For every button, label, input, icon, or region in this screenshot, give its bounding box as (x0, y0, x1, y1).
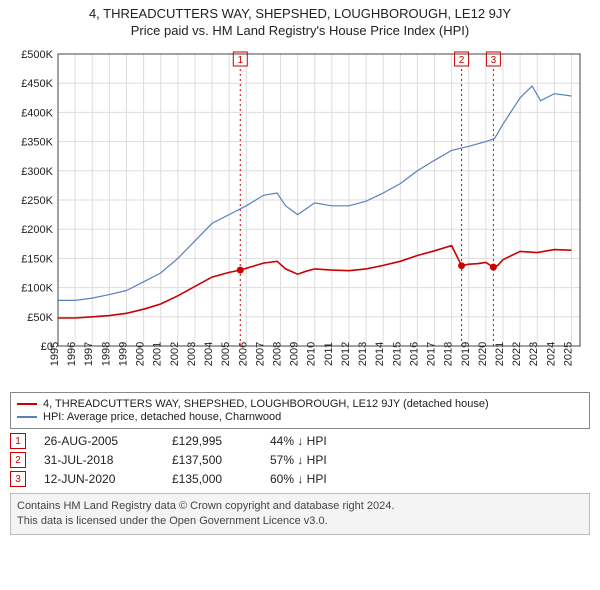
footer-line1: Contains HM Land Registry data © Crown c… (17, 499, 583, 514)
transaction-marker: 2 (10, 452, 26, 468)
x-tick-label: 2001 (152, 342, 164, 366)
x-tick-label: 1995 (49, 342, 61, 366)
transaction-hpi-delta: 44% ↓ HPI (270, 434, 390, 448)
x-tick-label: 2003 (186, 342, 198, 366)
x-tick-label: 2013 (357, 342, 369, 366)
transaction-marker: 1 (10, 433, 26, 449)
x-tick-label: 2023 (528, 342, 540, 366)
transaction-row: 2 31-JUL-2018 £137,500 57% ↓ HPI (10, 452, 590, 468)
transaction-price: £129,995 (172, 434, 252, 448)
x-tick-label: 2022 (511, 342, 523, 366)
x-tick-label: 2025 (562, 342, 574, 366)
y-tick-label: £100K (21, 283, 53, 295)
legend-label: HPI: Average price, detached house, Char… (43, 411, 281, 423)
x-tick-label: 1999 (117, 342, 129, 366)
y-tick-label: £500K (21, 49, 53, 61)
transaction-hpi-delta: 60% ↓ HPI (270, 472, 390, 486)
y-tick-label: £250K (21, 195, 53, 207)
y-tick-label: £200K (21, 224, 53, 236)
x-tick-label: 1998 (100, 342, 112, 366)
x-tick-label: 2009 (289, 342, 301, 366)
transaction-price: £135,000 (172, 472, 252, 486)
transaction-table: 1 26-AUG-2005 £129,995 44% ↓ HPI 2 31-JUL-201… (10, 433, 590, 487)
attribution-footer: Contains HM Land Registry data © Crown c… (10, 493, 590, 535)
x-tick-label: 2007 (254, 342, 266, 366)
x-tick-label: 2005 (220, 342, 232, 366)
y-tick-label: £350K (21, 137, 53, 149)
transaction-row: 3 12-JUN-2020 £135,000 60% ↓ HPI (10, 471, 590, 487)
x-tick-label: 2008 (271, 342, 283, 366)
title-block: 4, THREADCUTTERS WAY, SHEPSHED, LOUGHBOR… (0, 0, 600, 40)
title-address: 4, THREADCUTTERS WAY, SHEPSHED, LOUGHBOR… (10, 6, 590, 21)
x-tick-label: 2015 (391, 342, 403, 366)
x-tick-label: 2004 (203, 342, 215, 366)
x-tick-label: 2014 (374, 342, 386, 366)
legend-row: 4, THREADCUTTERS WAY, SHEPSHED, LOUGHBOR… (17, 398, 583, 410)
y-tick-label: £150K (21, 253, 53, 265)
transaction-row: 1 26-AUG-2005 £129,995 44% ↓ HPI (10, 433, 590, 449)
y-tick-label: £450K (21, 78, 53, 90)
sale-marker-num: 3 (491, 55, 497, 66)
x-tick-label: 2012 (340, 342, 352, 366)
y-tick-label: £300K (21, 166, 53, 178)
transaction-date: 26-AUG-2005 (44, 434, 154, 448)
transaction-price: £137,500 (172, 453, 252, 467)
x-tick-label: 2017 (426, 342, 438, 366)
legend-row: HPI: Average price, detached house, Char… (17, 411, 583, 423)
y-tick-label: £50K (27, 312, 53, 324)
x-tick-label: 2021 (494, 342, 506, 366)
transaction-date: 12-JUN-2020 (44, 472, 154, 486)
x-tick-label: 2000 (135, 342, 147, 366)
x-tick-label: 1997 (83, 342, 95, 366)
transaction-hpi-delta: 57% ↓ HPI (270, 453, 390, 467)
legend-swatch (17, 416, 37, 418)
x-tick-label: 2006 (237, 342, 249, 366)
x-tick-label: 1996 (66, 342, 78, 366)
legend-swatch (17, 403, 37, 405)
x-tick-label: 2002 (169, 342, 181, 366)
y-tick-label: £400K (21, 107, 53, 119)
footer-line2: This data is licensed under the Open Gov… (17, 514, 583, 529)
sale-marker-num: 1 (237, 55, 243, 66)
x-tick-label: 2024 (545, 342, 557, 366)
legend-label: 4, THREADCUTTERS WAY, SHEPSHED, LOUGHBOR… (43, 398, 489, 410)
x-tick-label: 2020 (477, 342, 489, 366)
transaction-marker: 3 (10, 471, 26, 487)
x-tick-label: 2018 (443, 342, 455, 366)
x-tick-label: 2016 (408, 342, 420, 366)
price-chart: £0£50K£100K£150K£200K£250K£300K£350K£400… (10, 46, 590, 386)
title-subtitle: Price paid vs. HM Land Registry's House … (10, 23, 590, 38)
sale-marker-num: 2 (459, 55, 465, 66)
legend: 4, THREADCUTTERS WAY, SHEPSHED, LOUGHBOR… (10, 392, 590, 429)
x-tick-label: 2010 (306, 342, 318, 366)
transaction-date: 31-JUL-2018 (44, 453, 154, 467)
